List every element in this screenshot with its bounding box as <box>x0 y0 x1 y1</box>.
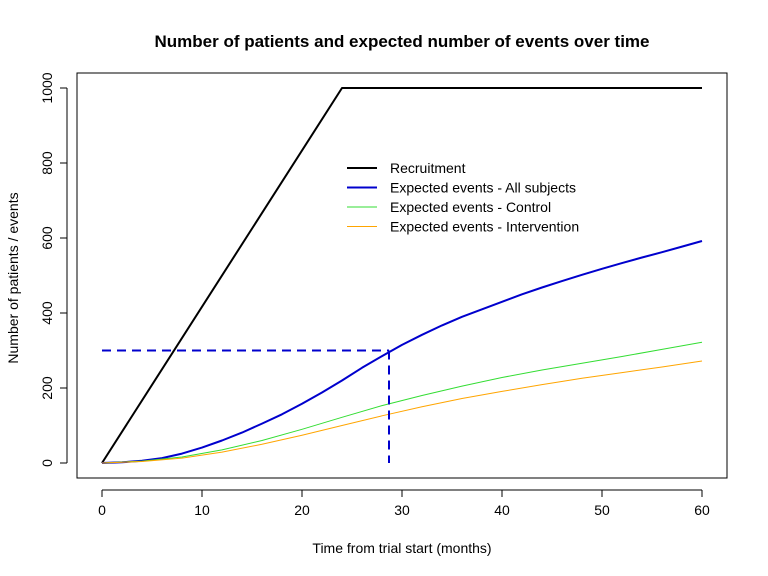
x-axis-label: Time from trial start (months) <box>312 540 491 556</box>
series-line-1 <box>101 87 702 464</box>
chart-title: Number of patients and expected number o… <box>154 32 649 51</box>
x-tick-label: 40 <box>494 502 510 518</box>
x-tick-label: 10 <box>194 502 210 518</box>
y-tick-label: 200 <box>39 376 55 400</box>
x-tick-label: 50 <box>594 502 610 518</box>
x-tick-label: 0 <box>98 502 106 518</box>
x-tick-label: 30 <box>394 502 410 518</box>
x-tick-label: 60 <box>694 502 710 518</box>
x-tick-label: 20 <box>294 502 310 518</box>
legend-label-1: Recruitment <box>390 160 466 176</box>
legend-label-2: Expected events - All subjects <box>390 180 576 196</box>
y-tick-label: 0 <box>39 459 55 467</box>
plot-frame <box>76 72 728 479</box>
legend-label-3: Expected events - Control <box>390 199 551 215</box>
series-line-3 <box>101 341 703 464</box>
y-tick-label: 800 <box>39 151 55 175</box>
series-line-4 <box>101 360 703 464</box>
y-tick-label: 400 <box>39 301 55 325</box>
y-tick-label: 600 <box>39 226 55 250</box>
y-tick-label: 1000 <box>39 72 55 103</box>
y-axis-label: Number of patients / events <box>5 192 21 363</box>
legend-label-4: Expected events - Intervention <box>390 219 579 235</box>
plot-layer: 0 10 20 30 40 50 6002004006008001000Recruitmen… <box>39 72 710 518</box>
series-line-2 <box>101 240 703 464</box>
